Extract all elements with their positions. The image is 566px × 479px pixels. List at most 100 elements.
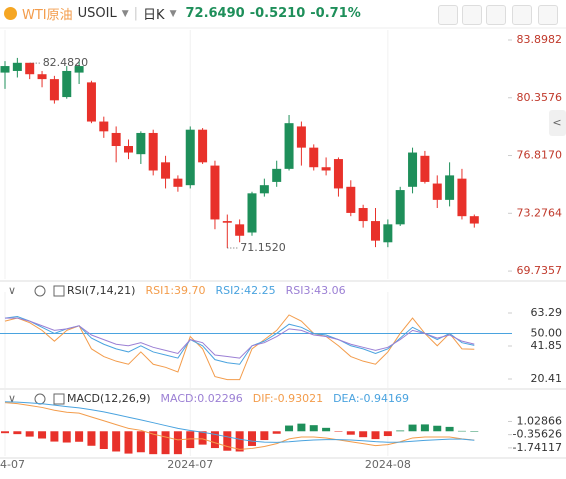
candle-body: [74, 66, 84, 73]
candle-body: [371, 221, 380, 241]
histogram-bar: [420, 424, 429, 432]
candle-body: [408, 152, 418, 187]
candle-body: [358, 208, 368, 222]
x-tick-label: 2024-07: [167, 458, 213, 471]
candle-body: [457, 178, 467, 217]
candle-body: [222, 221, 232, 223]
histogram-bar: [50, 431, 59, 442]
histogram-bar: [161, 431, 170, 455]
expand-icon[interactable]: [53, 393, 65, 405]
indicator-line: [4, 314, 475, 381]
legend-entry: RSI3:43.06: [286, 284, 346, 297]
y-tick-label: 50.00: [531, 326, 563, 339]
legend-entry: DIF:-0.93021: [253, 392, 323, 405]
tool-button[interactable]: [438, 5, 458, 25]
candle-body: [136, 132, 146, 155]
candle-body: [185, 129, 195, 186]
histogram-bar: [408, 424, 417, 432]
dropdown[interactable]: ▼: [169, 8, 177, 19]
expand-icon[interactable]: [53, 285, 65, 297]
y-tick-label: 76.8170: [517, 149, 563, 162]
legend-entry: MACD:0.02296: [161, 392, 243, 405]
candle-body: [445, 175, 455, 200]
separator: |: [133, 6, 139, 21]
price: 72.6490: [185, 6, 245, 21]
histogram-bar: [13, 431, 22, 435]
side-arrow: <: [552, 116, 561, 129]
histogram-bar: [346, 431, 355, 435]
histogram-bar: [359, 431, 368, 438]
tool-button[interactable]: [486, 5, 506, 25]
indicator-title: MACD(12,26,9): [67, 392, 151, 405]
settings-icon[interactable]: [34, 285, 46, 297]
candle-body: [469, 216, 479, 224]
candle-body: [383, 224, 393, 243]
histogram-bar: [457, 430, 466, 432]
indicator-line: [4, 316, 475, 365]
side-button[interactable]: [549, 110, 566, 136]
y-tick-label: 63.29: [531, 306, 563, 319]
annotation: 71.1520: [240, 241, 285, 254]
histogram-bar: [322, 427, 331, 432]
tool-button[interactable]: [538, 5, 558, 25]
candle-body: [321, 167, 331, 171]
y-tick-label: 41.85: [531, 339, 563, 352]
y-tick-label: -1.74117: [513, 441, 562, 454]
y-tick-label: 83.8982: [517, 33, 563, 46]
legend-entry: RSI2:42.25: [216, 284, 276, 297]
histogram-bar: [334, 431, 343, 432]
settings-icon[interactable]: [34, 393, 46, 405]
candle-body: [395, 190, 405, 225]
histogram-bar: [309, 425, 318, 432]
candle-body: [309, 147, 319, 168]
histogram-bar: [124, 431, 133, 454]
candle-body: [12, 62, 22, 71]
collapse-icon[interactable]: ∨: [8, 284, 16, 297]
header: WTI原油 USOIL ▼ | 日K ▼ 72.6490 -0.5210 -0.…: [4, 4, 361, 23]
candle-body: [235, 224, 245, 236]
histogram-bar: [445, 426, 454, 432]
histogram-bar: [383, 431, 392, 437]
histogram-bar: [223, 431, 232, 451]
y-tick-label: 80.3576: [517, 91, 563, 104]
y-tick-label: 1.02866: [517, 414, 563, 427]
indicator-line: [5, 317, 475, 359]
histogram-bar: [248, 431, 256, 446]
histogram-bar: [25, 431, 34, 437]
annotation: 82.4820: [43, 56, 88, 69]
histogram-bar: [260, 431, 269, 441]
candle-body: [99, 121, 109, 132]
candle-body: [111, 132, 121, 147]
x-tick-label: 2024-08: [365, 458, 411, 471]
symbol-icon: [4, 7, 17, 20]
y-tick-label: 69.7357: [517, 264, 563, 277]
histogram-bar: [38, 431, 47, 439]
indicator-title: RSI(7,14,21): [67, 284, 135, 297]
histogram-bar: [272, 431, 281, 434]
candle-body: [432, 183, 442, 200]
candle-body: [296, 126, 306, 148]
histogram-bar: [1, 431, 9, 434]
y-tick-label: -0.35626: [513, 428, 562, 441]
indicator-line: [4, 401, 475, 443]
candle-body: [333, 159, 343, 189]
period[interactable]: 日K: [143, 8, 165, 23]
tool-button[interactable]: [462, 5, 482, 25]
candle-body: [148, 132, 158, 171]
histogram-bar: [173, 431, 182, 455]
collapse-icon[interactable]: ∨: [8, 392, 16, 405]
change-pct: -0.71%: [310, 6, 361, 21]
y-tick-label: 73.2764: [517, 206, 563, 219]
candle-body: [0, 66, 10, 73]
candle-body: [420, 155, 430, 182]
histogram-bar: [396, 430, 405, 432]
histogram-bar: [371, 431, 380, 440]
histogram-bar: [186, 431, 195, 449]
symbol[interactable]: USOIL: [77, 6, 117, 21]
dropdown[interactable]: ▼: [121, 8, 129, 19]
histogram-bar: [285, 425, 294, 432]
symbol-name[interactable]: WTI原油: [22, 8, 73, 23]
tool-button[interactable]: [512, 5, 532, 25]
